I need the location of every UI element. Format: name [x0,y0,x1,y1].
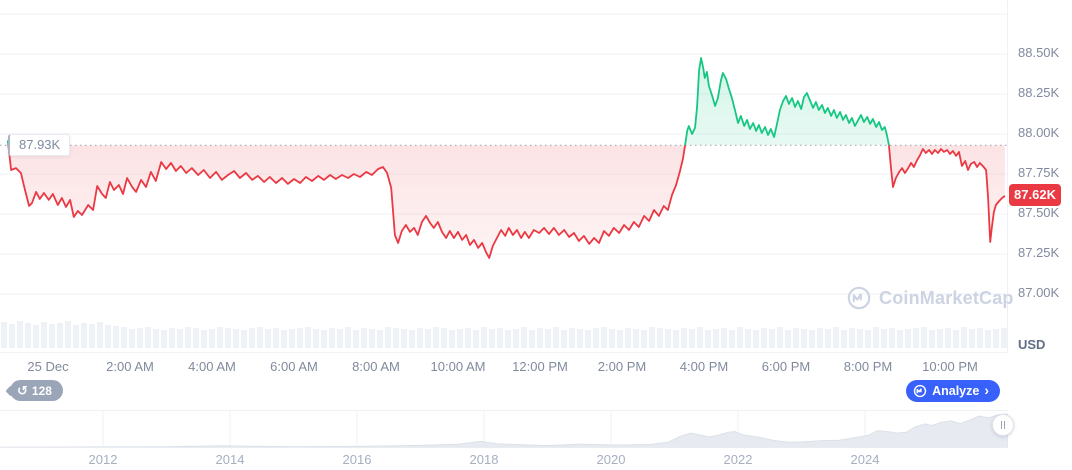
history-count: 128 [31,383,52,398]
x-axis-label: 6:00 AM [270,359,318,374]
x-axis-label: 2:00 PM [597,359,647,374]
area-above-baseline [7,58,889,146]
y-axis-label: 88.25K [1018,85,1060,100]
price-line-down-segment [7,145,1006,259]
y-axis: USD 88.50K 88.25K 88.00K 87.75K 87.50K 87.25K… [1008,0,1072,352]
range-navigator[interactable]: 2012 2014 2016 2018 2020 2022 2024 [0,406,1072,470]
navigator-canvas[interactable] [0,406,1008,450]
toolbar-row: ↺ 128 Analyze › [0,378,1072,406]
x-axis: 25 Dec 2:00 AM 4:00 AM 6:00 AM 8:00 AM 10:00 … [0,352,1008,378]
x-axis-label: 4:00 PM [679,359,729,374]
x-axis-label: 10:00 PM [922,359,978,374]
chevron-right-icon: › [984,382,989,398]
current-price-badge: 87.62K [1009,183,1061,206]
x-axis-label: 10:00 AM [430,359,486,374]
y-axis-label: 87.75K [1018,165,1060,180]
analyze-label: Analyze [932,384,980,398]
price-line-up-segment [6,57,890,146]
coinmarketcap-logo-icon [913,384,927,398]
navigator-year-label: 2018 [469,452,499,467]
history-count-badge[interactable]: ↺ 128 [10,380,63,401]
area-below-baseline [7,145,1005,258]
volume-bars [1,321,1007,348]
x-axis-label: 12:00 PM [512,359,568,374]
y-axis-label: 88.50K [1018,45,1060,60]
navigator-year-label: 2024 [850,452,880,467]
navigator-handle[interactable] [992,414,1014,436]
navigator-year-label: 2020 [596,452,626,467]
y-axis-label: 87.25K [1018,245,1060,260]
x-axis-label: 8:00 AM [352,359,400,374]
open-price-label: 87.93K [8,134,71,157]
x-axis-label: 4:00 AM [188,359,236,374]
navigator-year-label: 2014 [215,452,245,467]
navigator-year-label: 2022 [723,452,753,467]
x-axis-label: 8:00 PM [843,359,893,374]
y-axis-label: 87.50K [1018,205,1060,220]
navigator-history-area [0,413,1008,448]
navigator-year-label: 2012 [88,452,118,467]
navigator-year-axis: 2012 2014 2016 2018 2020 2022 2024 [0,450,1008,470]
x-axis-label: 25 Dec [27,359,69,374]
analyze-button[interactable]: Analyze › [906,380,1000,402]
history-clock-icon: ↺ [17,383,28,398]
grip-icon [1001,421,1005,429]
x-axis-label: 6:00 PM [761,359,811,374]
coinmarketcap-logo-icon [847,286,871,310]
price-chart-canvas[interactable] [0,0,1008,352]
y-axis-label: 88.00K [1018,125,1060,140]
y-axis-unit-label: USD [1018,337,1046,352]
navigator-year-label: 2016 [342,452,372,467]
x-axis-label: 2:00 AM [106,359,154,374]
coinmarketcap-watermark: CoinMarketCap [846,285,1014,311]
watermark-text: CoinMarketCap [879,287,1014,308]
y-axis-label: 87.00K [1018,285,1060,300]
main-chart-area[interactable]: CoinMarketCap 87.93K USD 88.50K 88.25K 88.… [0,0,1072,352]
